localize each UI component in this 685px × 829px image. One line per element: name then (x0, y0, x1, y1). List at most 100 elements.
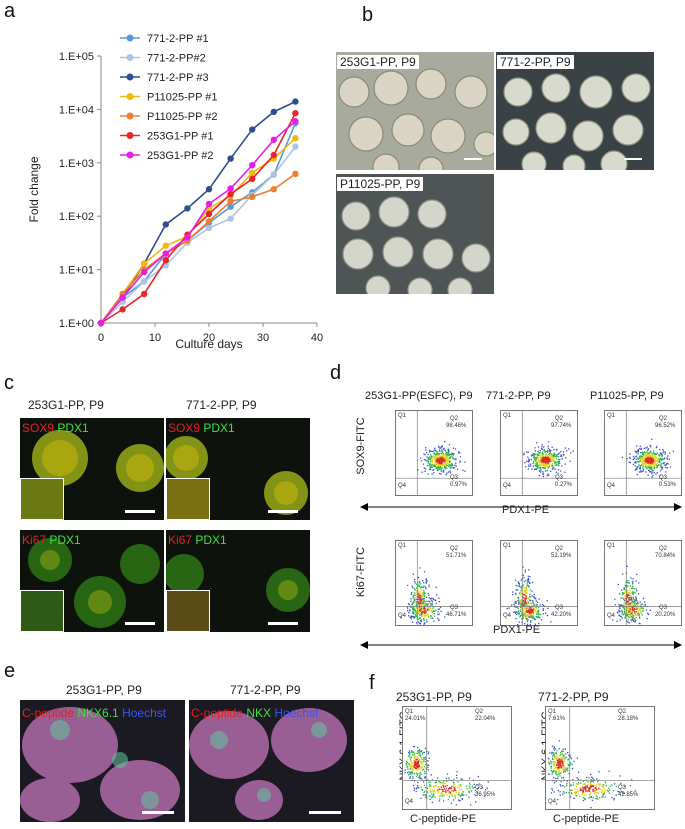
data-point (292, 98, 299, 105)
quadrant-value: 52.19% (551, 553, 572, 559)
event-dot (562, 771, 565, 773)
event-dot (639, 608, 641, 610)
event-dot (624, 591, 626, 593)
event-dot (636, 614, 638, 617)
event-dot (422, 604, 424, 606)
event-dot (651, 453, 653, 455)
scale-bar (309, 811, 341, 814)
event-dot (423, 590, 425, 592)
event-dot (413, 594, 416, 596)
event-dot (408, 764, 410, 766)
event-dot (441, 460, 443, 462)
event-dot (424, 612, 426, 614)
event-dot (563, 768, 566, 770)
event-dot (607, 790, 609, 793)
event-dot (632, 619, 634, 621)
event-dot (445, 452, 447, 454)
event-dot (546, 456, 548, 458)
event-dot (423, 623, 425, 625)
event-dot (546, 455, 548, 458)
event-dot (551, 456, 553, 458)
event-dot (544, 463, 546, 465)
event-dot (657, 457, 659, 460)
event-dot (447, 452, 450, 455)
event-dot (609, 789, 611, 791)
event-dot (617, 790, 619, 793)
event-dot (413, 766, 415, 768)
event-dot (416, 762, 419, 765)
event-dot (634, 604, 637, 606)
quadrant-value: 22.04% (475, 716, 496, 722)
event-dot (419, 606, 421, 608)
event-dot (629, 461, 631, 464)
event-dot (429, 458, 431, 460)
event-dot (425, 604, 427, 607)
event-dot (427, 592, 429, 595)
event-dot (444, 459, 447, 461)
event-dot (627, 607, 629, 609)
event-dot (660, 457, 662, 460)
quadrant-value: Q3 (555, 605, 564, 611)
event-dot (422, 607, 424, 609)
event-dot (603, 791, 605, 793)
event-dot (429, 449, 431, 452)
event-dot (424, 614, 427, 617)
event-dot (642, 597, 645, 600)
event-dot (633, 607, 636, 610)
event-dot (560, 451, 562, 453)
event-dot (592, 788, 595, 790)
event-dot (595, 795, 597, 797)
event-dot (434, 455, 436, 457)
event-dot (647, 449, 649, 451)
event-dot (419, 617, 421, 619)
event-dot (432, 795, 434, 797)
event-dot (425, 794, 427, 796)
event-dot (626, 595, 628, 598)
event-dot (639, 601, 641, 603)
flow-plot-nkx61-cpeptide: Q1 24.01% Q2 22.04% Q3 36.95% Q4 (402, 706, 512, 810)
event-dot (468, 796, 470, 798)
event-dot (648, 461, 650, 463)
scale-bar (268, 510, 298, 513)
event-dot (418, 767, 420, 769)
event-dot (460, 784, 462, 786)
event-dot (551, 773, 553, 775)
event-dot (433, 465, 435, 468)
event-dot (417, 596, 419, 598)
event-dot (627, 601, 630, 603)
event-dot (641, 607, 644, 609)
event-dot (484, 795, 486, 797)
event-dot (619, 605, 621, 607)
event-dot (642, 459, 644, 461)
event-dot (522, 594, 524, 596)
marker-nkx61: NKX6.1 (77, 706, 119, 720)
event-dot (456, 771, 458, 773)
event-dot (518, 584, 521, 586)
event-dot (626, 458, 628, 460)
event-dot (431, 599, 433, 601)
event-dot (524, 615, 527, 617)
event-dot (659, 475, 661, 477)
event-dot (434, 457, 436, 459)
event-dot (522, 605, 524, 607)
event-dot (648, 452, 650, 454)
event-dot (441, 446, 443, 448)
event-dot (410, 598, 412, 600)
event-dot (438, 468, 441, 470)
event-dot (441, 463, 444, 466)
event-dot (414, 580, 416, 583)
zoom-inset (20, 590, 64, 632)
event-dot (648, 467, 651, 469)
event-dot (414, 761, 416, 763)
event-dot (643, 447, 645, 449)
event-dot (558, 764, 560, 766)
event-dot (637, 613, 639, 615)
event-dot (436, 462, 438, 464)
event-dot (436, 790, 438, 792)
event-dot (450, 787, 452, 789)
event-dot (450, 456, 452, 458)
fluor-clusters (166, 436, 308, 515)
event-dot (438, 464, 441, 466)
event-dot (586, 785, 588, 787)
event-dot (410, 756, 412, 759)
